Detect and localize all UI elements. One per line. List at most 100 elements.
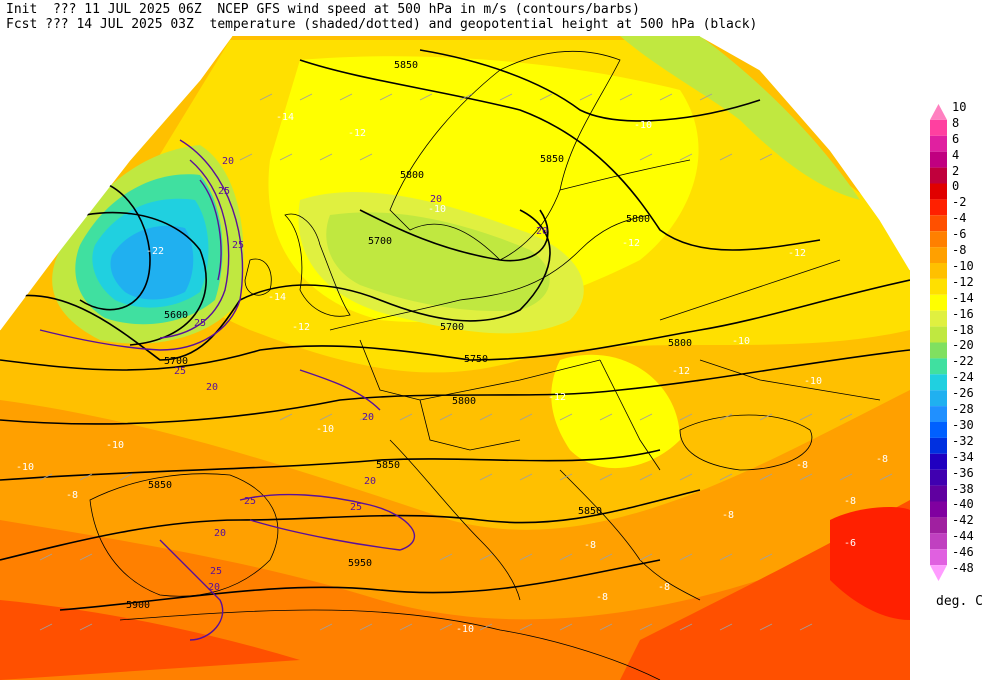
colorbar-label: -28 bbox=[952, 402, 974, 416]
colorbar-label: -16 bbox=[952, 306, 974, 321]
colorbar-label: -8 bbox=[952, 243, 967, 257]
wind-contour-label: 20 bbox=[536, 226, 548, 237]
colorbar-label: -10 bbox=[952, 258, 974, 273]
temperature-contour-label: -8 bbox=[658, 582, 670, 593]
wind-contour-label: 25 bbox=[350, 502, 362, 513]
wind-contour-label: 20 bbox=[214, 528, 226, 539]
height-contour-label: 5950 bbox=[348, 558, 372, 569]
colorbar-swatch bbox=[930, 247, 947, 263]
colorbar-swatch bbox=[930, 183, 947, 200]
colorbar-label: -18 bbox=[952, 322, 974, 337]
wind-contours bbox=[39, 139, 416, 641]
colorbar-label: 0 bbox=[952, 179, 960, 194]
colorbar-swatch bbox=[930, 104, 947, 120]
colorbar-label: -20 bbox=[952, 338, 974, 353]
colorbar-swatch bbox=[930, 390, 947, 407]
temperature-contour-label: -8 bbox=[66, 490, 78, 501]
colorbar-label: -36 bbox=[952, 465, 974, 480]
wind-contour-label: 25 bbox=[194, 318, 206, 329]
colorbar-swatch bbox=[930, 294, 947, 311]
height-contours bbox=[0, 49, 910, 611]
temperature-contour-label: -12 bbox=[292, 322, 310, 333]
colorbar-swatch bbox=[930, 151, 947, 168]
colorbar-swatch bbox=[930, 406, 947, 422]
height-contour-label: 5800 bbox=[400, 170, 424, 181]
colorbar-swatch bbox=[930, 485, 947, 502]
temperature-contour-label: -8 bbox=[844, 496, 856, 507]
temperature-contour-label: -8 bbox=[796, 460, 808, 471]
temperature-contour-label: -10 bbox=[106, 440, 124, 451]
temp-label-layer: -14 -12 -10 -10 -12 -12 -12 -10 -14 -12 -22 -10 -10 -… bbox=[16, 112, 888, 635]
map-header: Init ??? 11 JUL 2025 06Z NCEP GFS wind s… bbox=[6, 2, 757, 32]
temperature-contour-label: -8 bbox=[722, 510, 734, 521]
colorbar-swatch bbox=[930, 215, 947, 232]
colorbar-swatch bbox=[930, 310, 947, 327]
temperature-contour-label: -12 bbox=[548, 392, 566, 403]
colorbar-swatch bbox=[930, 469, 947, 486]
temperature-contour-label: -12 bbox=[348, 128, 366, 139]
wind-contour-label: 25 bbox=[232, 240, 244, 251]
colorbar-swatch bbox=[930, 263, 947, 279]
wind-contour-label: 20 bbox=[222, 156, 234, 167]
height-contour-label: 5700 bbox=[368, 236, 392, 247]
height-contour-label: 5750 bbox=[464, 354, 488, 365]
colorbar-label: -12 bbox=[952, 274, 974, 289]
temperature-contour-label: -12 bbox=[672, 366, 690, 377]
temperature-contour-label: -12 bbox=[788, 248, 806, 259]
temperature-contour-label: -14 bbox=[276, 112, 294, 123]
wind-contour-label: 25 bbox=[174, 366, 186, 377]
colorbar-label: -40 bbox=[952, 497, 974, 512]
temperature-contour-label: -22 bbox=[146, 246, 164, 257]
height-contour-label: 5700 bbox=[440, 322, 464, 333]
colorbar-label: -24 bbox=[952, 370, 974, 385]
temperature-contour-label: -10 bbox=[634, 120, 652, 131]
height-contour-label: 5800 bbox=[626, 214, 650, 225]
header-init-line: Init ??? 11 JUL 2025 06Z NCEP GFS wind s… bbox=[6, 2, 640, 17]
height-contour-label: 5850 bbox=[578, 506, 602, 517]
colorbar-label: -6 bbox=[952, 227, 967, 242]
colorbar-swatch bbox=[930, 565, 947, 581]
wind-barbs bbox=[39, 93, 893, 631]
colorbar-label: 2 bbox=[952, 163, 960, 178]
colorbar-swatch bbox=[930, 422, 947, 438]
colorbar-label: -38 bbox=[952, 481, 974, 496]
wind-contour-label: 25 bbox=[210, 566, 222, 577]
colorbar-label: 4 bbox=[952, 147, 960, 162]
height-contour-label: 5850 bbox=[540, 154, 564, 165]
temperature-colorbar bbox=[930, 104, 947, 581]
colorbar-label: -4 bbox=[952, 211, 967, 226]
wind-contour-label: 20 bbox=[430, 194, 442, 205]
colorbar-label: -32 bbox=[952, 433, 974, 448]
colorbar-swatch bbox=[930, 135, 947, 152]
colorbar-swatch bbox=[930, 374, 947, 391]
temperature-contour-label: -10 bbox=[428, 204, 446, 215]
colorbar-label: -22 bbox=[952, 354, 974, 369]
colorbar-swatch bbox=[930, 231, 947, 248]
temperature-contour-label: -12 bbox=[622, 238, 640, 249]
height-contour-label: 5800 bbox=[668, 338, 692, 349]
colorbar-label: 10 bbox=[952, 99, 967, 114]
temperature-contour-label: -8 bbox=[596, 592, 608, 603]
temperature-contour-label: -14 bbox=[268, 292, 286, 303]
header-forecast-line: Fcst ??? 14 JUL 2025 03Z temperature (sh… bbox=[6, 17, 758, 32]
domain-boundary bbox=[0, 35, 911, 331]
height-contour-label: 5900 bbox=[126, 600, 150, 611]
colorbar-label: -14 bbox=[952, 290, 974, 305]
colorbar-swatch bbox=[930, 501, 947, 518]
height-contour-label: 5850 bbox=[394, 60, 418, 71]
colorbar-label: -44 bbox=[952, 529, 974, 544]
colorbar-label: -34 bbox=[952, 449, 974, 464]
colorbar-label: -2 bbox=[952, 195, 967, 210]
temperature-contour-label: -6 bbox=[844, 538, 856, 549]
colorbar-swatch bbox=[930, 119, 947, 136]
colorbar-label: -26 bbox=[952, 386, 974, 401]
colorbar-swatch bbox=[930, 358, 947, 375]
colorbar-swatch bbox=[930, 549, 947, 566]
colorbar-swatch bbox=[930, 199, 947, 216]
colorbar-swatch bbox=[930, 278, 947, 295]
colorbar-label: -46 bbox=[952, 545, 974, 560]
height-contour-label: 5850 bbox=[148, 480, 172, 491]
temperature-contour-label: -8 bbox=[876, 454, 888, 465]
